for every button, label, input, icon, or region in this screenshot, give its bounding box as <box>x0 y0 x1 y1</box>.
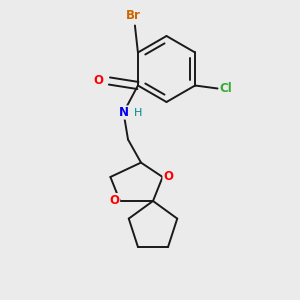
Text: H: H <box>134 107 143 118</box>
Text: N: N <box>118 106 128 119</box>
Text: Cl: Cl <box>219 82 232 95</box>
Text: O: O <box>163 169 173 183</box>
Text: O: O <box>93 74 103 87</box>
Text: O: O <box>110 194 120 207</box>
Text: Br: Br <box>126 9 141 22</box>
